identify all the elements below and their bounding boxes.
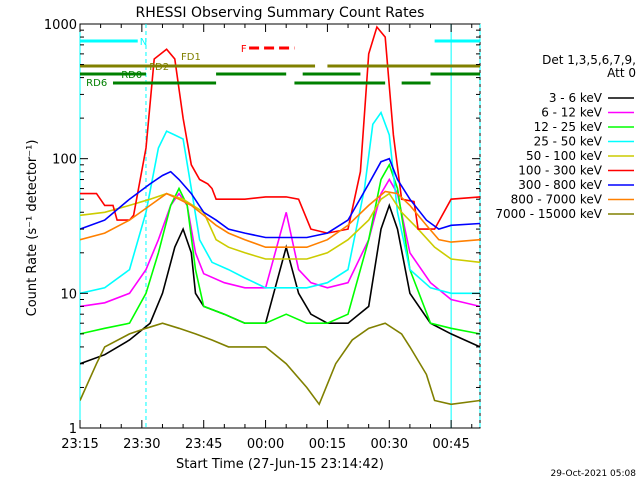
y-axis-label: Count Rate (s⁻¹ detector⁻¹) [25,140,40,317]
annotation-n: N [140,37,147,48]
legend-label-2: 12 - 25 keV [534,120,603,134]
x-tick-label: 23:30 [123,437,160,452]
x-tick-label: 23:45 [185,437,222,452]
x-tick-label: 00:00 [247,437,284,452]
annotation-f: F [241,44,247,55]
chart-title: RHESSI Observing Summary Count Rates [136,5,425,21]
y-tick-label: 1 [69,422,77,437]
series-line-2 [80,162,480,335]
y-axis: 1 10 100 1000 [44,18,480,437]
y-tick-label: 100 [52,153,77,168]
legend-label-7: 800 - 7000 keV [511,193,603,207]
footer-timestamp: 29-Oct-2021 05:08 [551,469,637,479]
x-axis-label: Start Time (27-Jun-15 23:14:42) [176,457,384,472]
annotation-rd6: RD6 [86,78,107,89]
plot-area: N F FD1 FD2 RD0 RD6 [79,23,481,429]
x-tick-label: 00:15 [309,437,346,452]
series-line-0 [80,202,480,365]
y-tick-label: 10 [60,287,77,302]
legend-label-1: 6 - 12 keV [541,106,603,120]
series-line-5 [80,25,480,234]
annotation-fd2: FD2 [149,62,169,73]
legend-label-3: 25 - 50 keV [534,135,603,149]
legend-label-5: 100 - 300 keV [518,164,602,178]
series-line-3 [80,110,480,295]
annotation-rd0: RD0 [121,70,142,81]
series-group [80,25,480,406]
series-line-7 [80,190,480,248]
legend-label-6: 300 - 800 keV [518,178,602,192]
annotation-fd1: FD1 [181,52,201,63]
legend-header-0: Det 1,3,5,6,7,9, [542,53,636,67]
x-tick-label: 23:15 [61,437,98,452]
legend-label-4: 50 - 100 keV [526,149,603,163]
y-tick-label: 1000 [44,18,77,33]
series-line-8 [80,322,480,406]
legend-label-0: 3 - 6 keV [549,91,603,105]
legend-header-1: Att 0 [607,66,636,80]
series-line-6 [80,157,480,239]
x-axis: 23:15 23:30 23:45 00:00 00:15 00:30 00:45 [61,24,473,452]
legend-label-8: 7000 - 15000 keV [495,207,602,221]
series-line-1 [80,177,480,308]
x-tick-label: 00:45 [432,437,469,452]
series-line-4 [80,192,480,264]
x-tick-label: 00:30 [371,437,408,452]
